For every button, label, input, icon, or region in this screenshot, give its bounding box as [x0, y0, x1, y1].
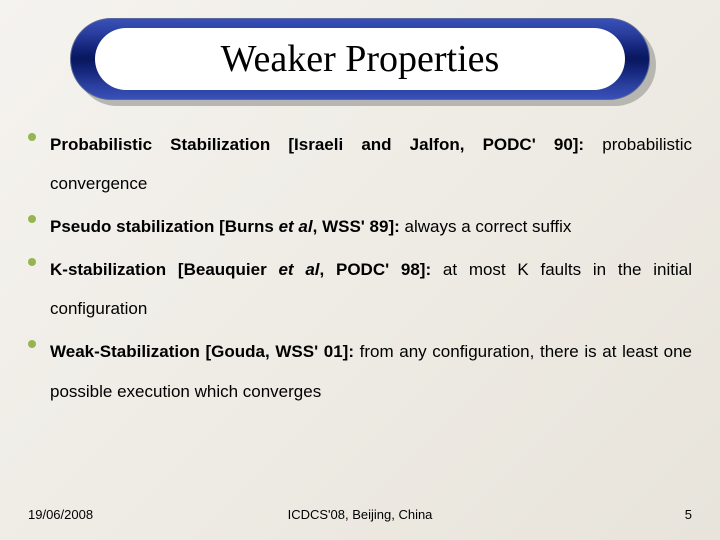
bullet-text: Weak-Stabilization [Gouda, WSS' 01]: fro… — [50, 332, 692, 410]
title-pill: Weaker Properties — [70, 18, 650, 100]
bullet-text: Pseudo stabilization [Burns et al, WSS' … — [50, 207, 692, 246]
footer-venue: ICDCS'08, Beijing, China — [288, 507, 433, 522]
page-title: Weaker Properties — [221, 37, 500, 81]
title-container: Weaker Properties — [70, 18, 650, 100]
footer-date: 19/06/2008 — [28, 507, 93, 522]
list-item: Weak-Stabilization [Gouda, WSS' 01]: fro… — [28, 332, 692, 410]
list-item: Probabilistic Stabilization [Israeli and… — [28, 125, 692, 203]
bullet-icon — [28, 340, 36, 348]
bullet-text: K-stabilization [Beauquier et al, PODC' … — [50, 250, 692, 328]
bullet-icon — [28, 133, 36, 141]
title-inner: Weaker Properties — [95, 28, 625, 90]
bullet-list: Probabilistic Stabilization [Israeli and… — [28, 125, 692, 415]
page-number: 5 — [685, 507, 692, 522]
bullet-icon — [28, 258, 36, 266]
bullet-text: Probabilistic Stabilization [Israeli and… — [50, 125, 692, 203]
footer: 19/06/2008 ICDCS'08, Beijing, China 5 — [28, 507, 692, 522]
list-item: K-stabilization [Beauquier et al, PODC' … — [28, 250, 692, 328]
bullet-icon — [28, 215, 36, 223]
list-item: Pseudo stabilization [Burns et al, WSS' … — [28, 207, 692, 246]
